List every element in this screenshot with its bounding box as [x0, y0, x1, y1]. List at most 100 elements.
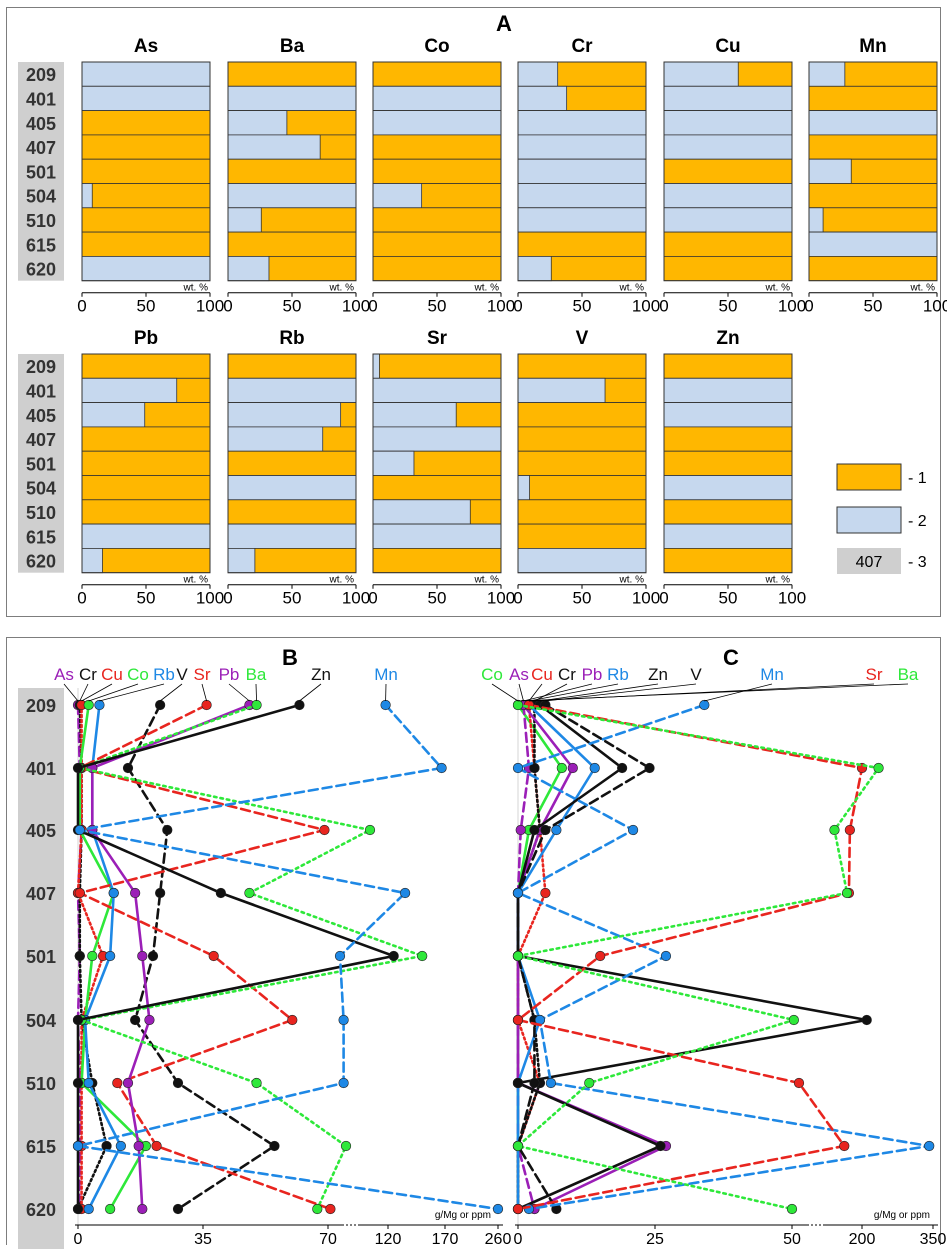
tick-label: 0	[659, 589, 668, 608]
series-label: Cu	[101, 665, 123, 684]
element-title: Zn	[716, 328, 739, 349]
data-point-Ba	[251, 1077, 262, 1089]
bar-part-2	[372, 523, 502, 549]
legend-box-text: 407	[856, 554, 883, 571]
data-point-Sr	[151, 1140, 162, 1152]
bar-part-1	[517, 402, 647, 428]
bar-part-2	[517, 134, 647, 160]
bar-part-1	[663, 450, 793, 476]
data-point-Mn	[512, 762, 524, 774]
bar-part-2	[808, 231, 938, 257]
x-tick-label: 0	[514, 1231, 523, 1248]
data-point-Rb	[83, 1077, 94, 1089]
data-point-Mn	[699, 699, 710, 711]
tick-label: 100	[487, 297, 515, 316]
bar-part-1	[227, 450, 357, 476]
bar-part-1	[808, 85, 938, 112]
data-point-Ba	[512, 950, 524, 962]
bar-part-2	[808, 158, 852, 184]
data-point-Sr	[208, 950, 219, 962]
bar-part-1	[517, 475, 647, 501]
bar-part-1	[663, 548, 793, 574]
data-point-Zn	[529, 824, 540, 836]
tick-label: 100	[342, 297, 370, 316]
sample-id-label: 407	[26, 138, 56, 158]
series-label: As	[54, 665, 74, 684]
leader-line	[528, 683, 619, 702]
data-point-Sr	[74, 887, 85, 899]
data-point-Sr	[793, 1077, 805, 1089]
tick-label: 50	[719, 297, 738, 316]
data-point-Mn	[512, 887, 524, 899]
leader-line	[528, 683, 543, 702]
data-point-Sr	[201, 699, 212, 711]
x-tick-label: 25	[646, 1231, 664, 1248]
bar-part-2	[517, 377, 606, 403]
data-point-Ba	[841, 887, 853, 899]
series-label: V	[176, 665, 188, 684]
bar-part-2	[517, 475, 530, 501]
bar-part-1	[663, 426, 793, 452]
element-title: Mn	[859, 36, 886, 57]
data-point-Pb	[144, 1014, 155, 1026]
data-point-Zn	[72, 1014, 84, 1026]
tick-label: 0	[513, 297, 522, 316]
data-point-V	[155, 887, 166, 899]
legend-swatch	[837, 548, 901, 574]
bar-frame	[663, 61, 793, 282]
sample-id-column	[18, 354, 64, 573]
panel-bc	[6, 637, 941, 1245]
series-line-Sr	[516, 703, 864, 1211]
series-label: Rb	[153, 665, 175, 684]
bar-part-2	[227, 110, 288, 136]
legend-swatch	[836, 463, 902, 491]
bar-part-2	[808, 207, 824, 233]
element-title: Rb	[279, 328, 304, 349]
bar-part-2	[517, 110, 647, 136]
x-tick-label: 70	[319, 1231, 337, 1248]
bar-frame	[517, 353, 647, 574]
tick-label: 100	[196, 297, 224, 316]
bar-part-2	[808, 61, 846, 87]
leader-line	[99, 683, 165, 702]
tick-label: 100	[923, 297, 947, 316]
bar-part-2	[81, 255, 211, 282]
bar-part-2	[372, 402, 457, 428]
sample-id-label: 501	[26, 162, 56, 182]
bar-part-2	[227, 255, 270, 282]
element-title: Ba	[280, 36, 305, 57]
bar-part-1	[517, 426, 647, 452]
x-tick-label: 35	[194, 1231, 212, 1248]
series-label: Co	[127, 665, 149, 684]
axis-unit: wt. %	[910, 283, 936, 294]
series-line-V	[516, 703, 651, 1211]
data-point-Ba	[873, 762, 884, 774]
data-point-Zn	[512, 1077, 524, 1089]
data-point-Sr	[512, 1203, 524, 1215]
series-label: As	[509, 665, 529, 684]
sample-id-label: 501	[26, 454, 56, 474]
legend-swatch	[836, 506, 902, 534]
data-point-Mn	[492, 1203, 504, 1215]
x-tick-label: 50	[783, 1231, 801, 1248]
data-point-Ba	[584, 1077, 595, 1089]
data-point-Mn	[924, 1140, 935, 1152]
bar-part-2	[372, 183, 423, 209]
bar-part-1	[808, 183, 938, 209]
bar-part-1	[663, 499, 793, 525]
bar-part-1	[227, 61, 357, 87]
sample-id-label: 620	[26, 260, 56, 280]
bar-part-1	[663, 353, 793, 379]
data-point-Mn	[436, 762, 447, 774]
bar-part-1	[517, 450, 647, 476]
data-point-Mn	[338, 1077, 349, 1089]
data-point-Rb	[115, 1140, 126, 1152]
bar-part-2	[517, 207, 647, 233]
bar-part-2	[517, 255, 552, 282]
data-point-Sr	[839, 1140, 850, 1152]
series-label: Mn	[374, 665, 398, 684]
bar-part-2	[663, 110, 793, 136]
data-point-Ba	[364, 824, 376, 836]
bar-part-1	[372, 231, 502, 257]
leader-line	[201, 683, 207, 702]
